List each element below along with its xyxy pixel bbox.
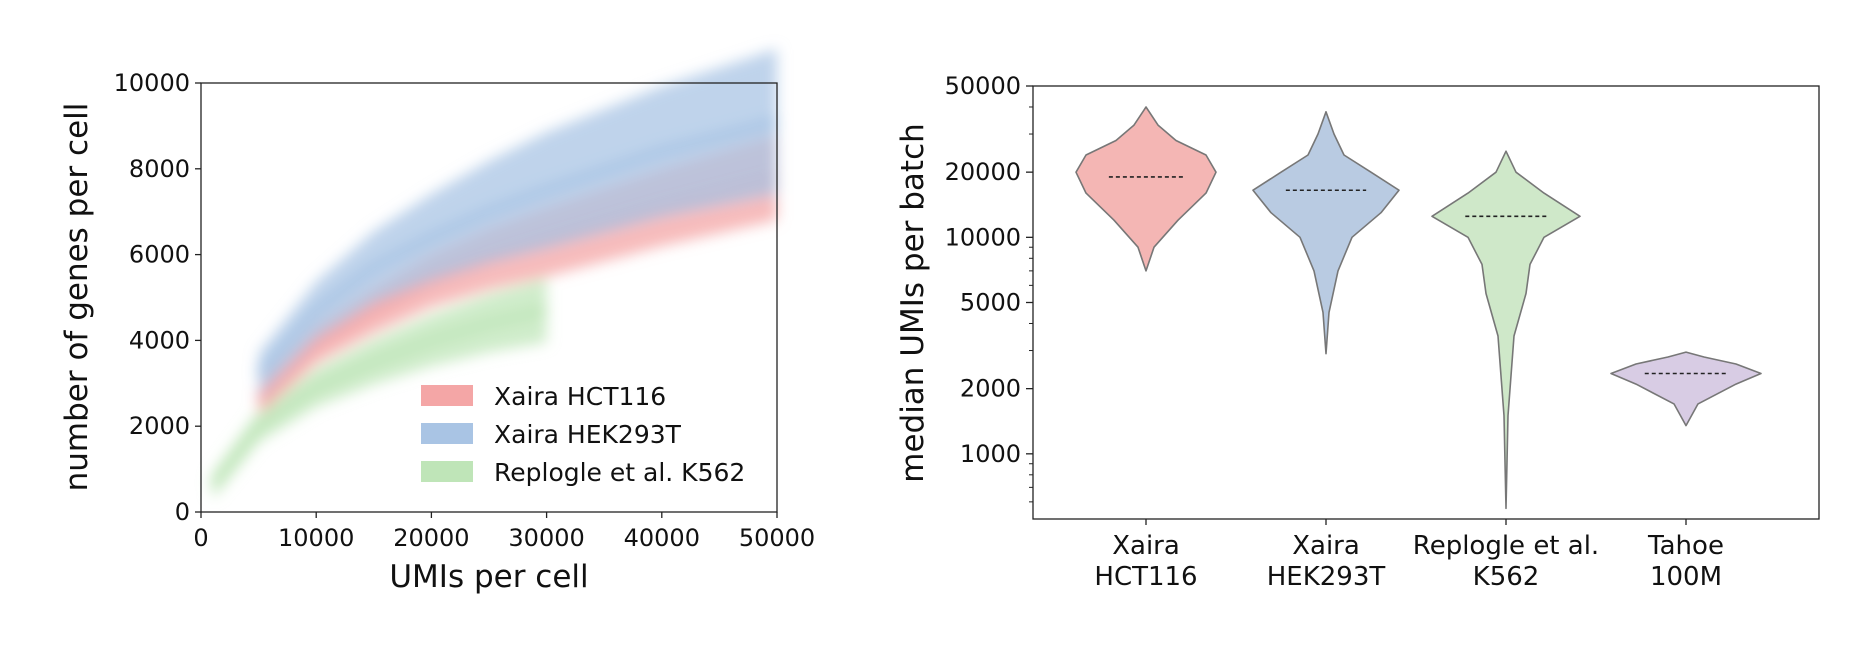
legend-label: Replogle et al. K562 <box>494 458 745 487</box>
violin-y-axis-label: median UMIs per batch <box>895 123 931 483</box>
y-tick-label: 2000 <box>129 412 190 440</box>
legend-swatch <box>421 461 473 482</box>
x-tick-label: Xaira HEK293T <box>1267 531 1386 592</box>
scatter-x-axis-label: UMIs per cell <box>389 559 588 595</box>
violin-body <box>1075 106 1217 272</box>
violin-body <box>1252 111 1400 355</box>
violin-x-axis: Xaira HCT116 Xaira HEK293T Replogle et al. K5… <box>1094 519 1724 592</box>
y-tick-label: 20000 <box>945 158 1021 186</box>
scatter-chart: 0 10000 20000 30000 40000 50000 0 2000 4000 6000… <box>59 48 815 595</box>
x-tick-label: 50000 <box>739 524 815 552</box>
scatter-x-axis: 0 10000 20000 30000 40000 50000 <box>193 512 815 552</box>
x-tick-label: 0 <box>193 524 208 552</box>
y-tick-label: 1000 <box>960 440 1021 468</box>
y-tick-label: 2000 <box>960 375 1021 403</box>
violin-body <box>1431 150 1581 510</box>
scatter-plot-frame <box>200 82 778 513</box>
scatter-legend: Xaira HCT116 Xaira HEK293T Replogle et al.… <box>421 382 745 487</box>
violin-body <box>1610 351 1762 427</box>
scatter-y-axis: 0 2000 4000 6000 8000 10000 <box>114 69 201 526</box>
violin-shapes <box>1075 106 1762 510</box>
legend-label: Xaira HEK293T <box>494 420 682 449</box>
x-tick-label: 20000 <box>393 524 469 552</box>
legend-swatch <box>421 423 473 444</box>
x-tick-label: Xaira HCT116 <box>1094 531 1197 592</box>
x-tick-label: 30000 <box>508 524 584 552</box>
y-tick-label: 6000 <box>129 241 190 269</box>
scatter-series-core <box>254 116 779 379</box>
scatter-y-axis-label: number of genes per cell <box>59 103 95 492</box>
x-tick-label: Tahoe 100M <box>1647 531 1724 592</box>
y-tick-label: 10000 <box>114 69 190 97</box>
scatter-series-band <box>258 48 778 397</box>
y-tick-label: 8000 <box>129 155 190 183</box>
y-tick-label: 0 <box>175 498 190 526</box>
y-tick-label: 50000 <box>945 72 1021 100</box>
x-tick-label: 10000 <box>278 524 354 552</box>
scatter-point-clouds <box>208 48 779 500</box>
scatter-series-core <box>208 305 548 490</box>
violin-y-axis: 1000 2000 5000 10000 20000 50000 <box>945 72 1033 503</box>
x-tick-label: Replogle et al. K562 <box>1413 531 1599 592</box>
y-tick-label: 4000 <box>129 326 190 354</box>
x-tick-label: 40000 <box>624 524 700 552</box>
legend-label: Xaira HCT116 <box>494 382 666 411</box>
y-tick-label: 5000 <box>960 289 1021 317</box>
y-tick-label: 10000 <box>945 223 1021 251</box>
legend-swatch <box>421 385 473 406</box>
